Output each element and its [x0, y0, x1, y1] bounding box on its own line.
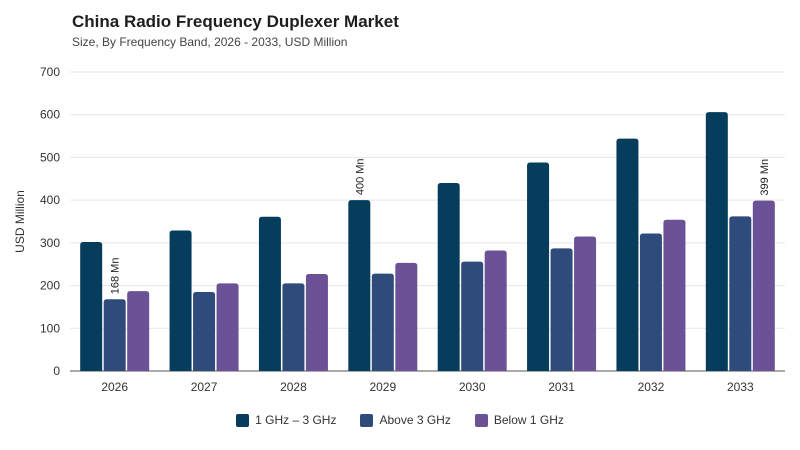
- bar: [461, 261, 484, 371]
- x-tick-label: 2031: [548, 380, 575, 394]
- x-tick-label: 2033: [727, 380, 754, 394]
- bar: [127, 291, 150, 371]
- bar: [169, 230, 192, 371]
- bar: [348, 200, 371, 371]
- data-label: 400 Mn: [354, 158, 366, 195]
- y-tick-label: 700: [40, 65, 60, 79]
- chart-subtitle: Size, By Frequency Band, 2026 - 2033, US…: [72, 35, 348, 49]
- y-tick-label: 100: [40, 321, 60, 335]
- bar: [729, 216, 752, 371]
- chart-title: China Radio Frequency Duplexer Market: [72, 12, 399, 31]
- legend-swatch-below-1ghz: [474, 413, 488, 427]
- bar: [437, 183, 460, 371]
- bar: [305, 274, 328, 371]
- bar: [395, 262, 418, 371]
- legend-item-above-3ghz[interactable]: Above 3 GHz: [360, 413, 451, 427]
- bar: [484, 250, 507, 371]
- x-tick-label: 2030: [459, 380, 486, 394]
- x-tick-label: 2027: [191, 380, 218, 394]
- bar: [103, 299, 126, 371]
- bar: [574, 236, 597, 371]
- x-tick-label: 2032: [638, 380, 665, 394]
- data-label: 399 Mn: [759, 159, 771, 196]
- y-tick-label: 0: [53, 364, 60, 378]
- bar: [258, 216, 281, 371]
- data-label: 168 Mn: [110, 258, 122, 295]
- legend-label-above-3ghz: Above 3 GHz: [379, 413, 451, 427]
- y-axis-title: USD Million: [13, 190, 27, 253]
- y-tick-label: 400: [40, 193, 60, 207]
- legend-item-1-3ghz[interactable]: 1 GHz – 3 GHz: [236, 413, 336, 427]
- bar: [193, 291, 216, 371]
- legend: 1 GHz – 3 GHz Above 3 GHz Below 1 GHz: [0, 413, 800, 427]
- x-tick-label: 2026: [101, 380, 128, 394]
- legend-item-below-1ghz[interactable]: Below 1 GHz: [474, 413, 564, 427]
- y-tick-label: 200: [40, 279, 60, 293]
- legend-label-1-3ghz: 1 GHz – 3 GHz: [255, 413, 337, 427]
- bar: [639, 233, 662, 371]
- bar: [705, 112, 728, 371]
- bar: [527, 162, 550, 371]
- bar: [616, 138, 639, 371]
- bar: [752, 200, 775, 371]
- y-tick-label: 300: [40, 236, 60, 250]
- bar: [216, 283, 239, 371]
- bar: [282, 283, 305, 371]
- y-tick-label: 500: [40, 150, 60, 164]
- bar: [371, 273, 394, 371]
- bar: [663, 219, 686, 371]
- bar: [80, 242, 103, 371]
- legend-swatch-1-3ghz: [236, 413, 250, 427]
- legend-swatch-above-3ghz: [360, 413, 374, 427]
- x-tick-label: 2028: [280, 380, 307, 394]
- legend-label-below-1ghz: Below 1 GHz: [493, 413, 564, 427]
- bar: [550, 248, 573, 371]
- y-tick-label: 600: [40, 108, 60, 122]
- x-tick-label: 2029: [369, 380, 396, 394]
